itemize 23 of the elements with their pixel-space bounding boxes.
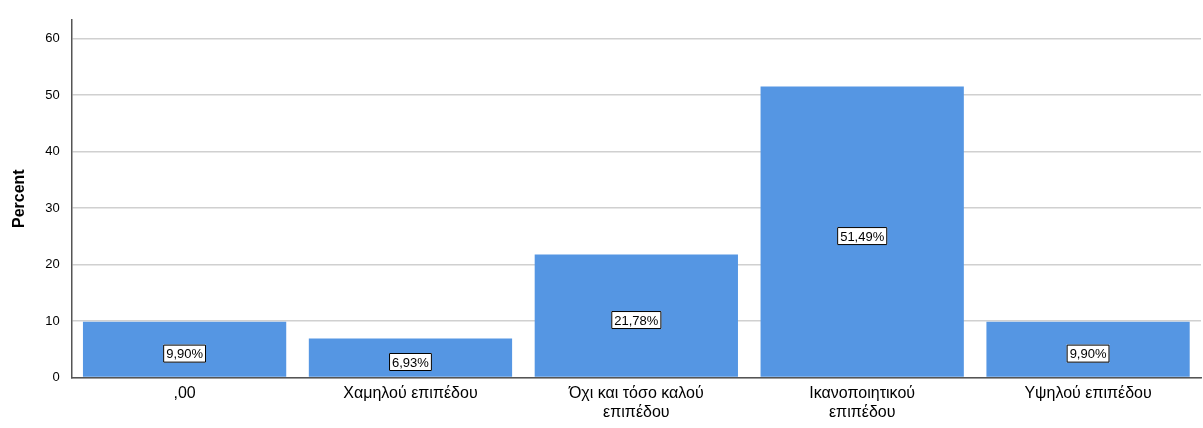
data-label: 9,90% — [166, 346, 204, 362]
bar — [534, 254, 738, 377]
data-label: 9,90% — [1069, 346, 1107, 362]
y-tick-label: 50 — [45, 86, 60, 102]
x-tick-label: Όχι και τόσο καλού επιπέδου — [567, 383, 704, 420]
data-label: 51,49% — [840, 228, 885, 244]
x-tick-label: Χαμηλού επιπέδου — [343, 383, 478, 401]
x-tick-label: ,00 — [173, 383, 196, 401]
bar — [82, 321, 287, 377]
y-axis-title: Percent — [10, 168, 28, 229]
y-tick-label: 30 — [45, 199, 60, 215]
bar — [308, 338, 513, 377]
y-tick-label: 0 — [52, 369, 60, 385]
bar — [986, 321, 1190, 377]
x-tick-label: Ικανοποιητικού επιπέδου — [809, 383, 916, 420]
y-tick-label: 10 — [45, 312, 60, 328]
y-tick-label: 60 — [45, 30, 60, 46]
y-tick-label: 40 — [45, 143, 60, 159]
data-label: 6,93% — [392, 354, 430, 370]
data-label: 21,78% — [614, 312, 659, 328]
x-tick-label: Υψηλού επιπέδου — [1024, 383, 1152, 401]
y-tick-label: 20 — [45, 256, 60, 272]
bar — [760, 86, 964, 377]
